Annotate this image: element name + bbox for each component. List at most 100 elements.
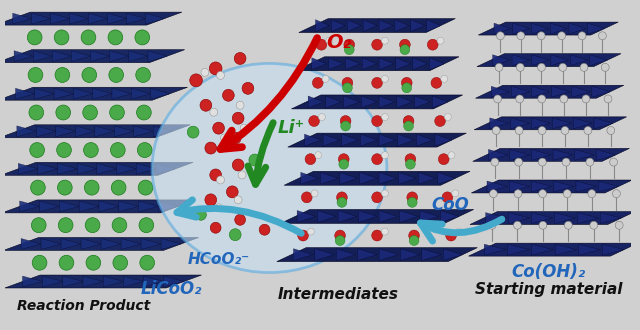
Circle shape: [108, 30, 123, 45]
Circle shape: [232, 159, 244, 171]
Circle shape: [448, 152, 455, 159]
Circle shape: [109, 67, 124, 82]
Polygon shape: [484, 244, 506, 255]
Circle shape: [539, 190, 547, 198]
Polygon shape: [554, 181, 574, 192]
Polygon shape: [328, 58, 344, 70]
Circle shape: [409, 236, 419, 246]
Polygon shape: [471, 180, 632, 193]
Polygon shape: [569, 23, 586, 34]
Polygon shape: [91, 51, 109, 62]
Polygon shape: [435, 134, 452, 146]
Circle shape: [109, 105, 124, 120]
Circle shape: [214, 204, 223, 212]
Polygon shape: [153, 126, 173, 137]
Polygon shape: [598, 181, 618, 192]
Circle shape: [229, 229, 241, 241]
Circle shape: [492, 126, 500, 135]
Circle shape: [216, 176, 225, 184]
Circle shape: [452, 190, 459, 197]
Circle shape: [111, 143, 125, 157]
Polygon shape: [494, 23, 511, 34]
Circle shape: [135, 30, 150, 45]
Circle shape: [210, 108, 218, 116]
Polygon shape: [131, 88, 150, 99]
Polygon shape: [14, 51, 33, 62]
Polygon shape: [427, 19, 441, 32]
Polygon shape: [308, 96, 324, 108]
Polygon shape: [5, 275, 202, 288]
Polygon shape: [438, 172, 455, 184]
Circle shape: [28, 67, 43, 82]
Circle shape: [438, 154, 449, 165]
Circle shape: [337, 197, 347, 207]
Circle shape: [30, 143, 44, 157]
Circle shape: [372, 154, 383, 165]
Circle shape: [381, 75, 388, 82]
Circle shape: [563, 190, 571, 198]
Polygon shape: [487, 181, 508, 192]
Polygon shape: [486, 213, 507, 223]
Polygon shape: [70, 13, 88, 24]
Circle shape: [339, 159, 349, 169]
Polygon shape: [99, 201, 119, 212]
Polygon shape: [531, 23, 548, 34]
Polygon shape: [513, 23, 529, 34]
Polygon shape: [553, 149, 573, 160]
Polygon shape: [338, 211, 356, 222]
Polygon shape: [552, 86, 570, 97]
Polygon shape: [360, 134, 377, 146]
Circle shape: [301, 192, 312, 203]
Polygon shape: [444, 248, 463, 261]
Circle shape: [82, 67, 97, 82]
Polygon shape: [473, 148, 629, 161]
Circle shape: [84, 180, 99, 195]
Polygon shape: [422, 248, 441, 261]
Circle shape: [138, 180, 153, 195]
Polygon shape: [552, 118, 572, 129]
Text: O₂: O₂: [326, 33, 351, 52]
Polygon shape: [79, 201, 99, 212]
Polygon shape: [301, 172, 318, 184]
Circle shape: [588, 190, 596, 198]
Polygon shape: [575, 149, 594, 160]
Circle shape: [234, 196, 242, 204]
Circle shape: [515, 126, 523, 135]
Polygon shape: [126, 13, 145, 24]
Polygon shape: [112, 88, 131, 99]
Circle shape: [312, 77, 323, 88]
Circle shape: [339, 154, 349, 165]
Polygon shape: [493, 55, 510, 66]
Polygon shape: [0, 125, 190, 138]
Polygon shape: [115, 126, 134, 137]
Polygon shape: [413, 58, 428, 70]
Circle shape: [407, 197, 417, 207]
Circle shape: [582, 95, 590, 103]
Polygon shape: [36, 126, 56, 137]
Polygon shape: [291, 95, 463, 109]
Circle shape: [490, 190, 497, 198]
Circle shape: [308, 115, 319, 126]
Polygon shape: [432, 96, 448, 108]
Polygon shape: [17, 126, 36, 137]
Polygon shape: [397, 96, 413, 108]
Polygon shape: [477, 54, 621, 67]
Circle shape: [538, 95, 546, 103]
Circle shape: [111, 180, 126, 195]
Circle shape: [240, 124, 248, 132]
Circle shape: [381, 228, 388, 235]
Polygon shape: [276, 248, 477, 262]
Circle shape: [140, 255, 154, 270]
Polygon shape: [363, 19, 377, 32]
Polygon shape: [83, 276, 103, 287]
Polygon shape: [399, 211, 418, 222]
Polygon shape: [509, 181, 529, 192]
Circle shape: [221, 134, 228, 142]
Circle shape: [442, 192, 452, 203]
Polygon shape: [150, 88, 170, 99]
Polygon shape: [116, 163, 136, 174]
Polygon shape: [531, 213, 552, 223]
Circle shape: [497, 32, 504, 40]
Circle shape: [488, 221, 496, 229]
Polygon shape: [379, 172, 397, 184]
